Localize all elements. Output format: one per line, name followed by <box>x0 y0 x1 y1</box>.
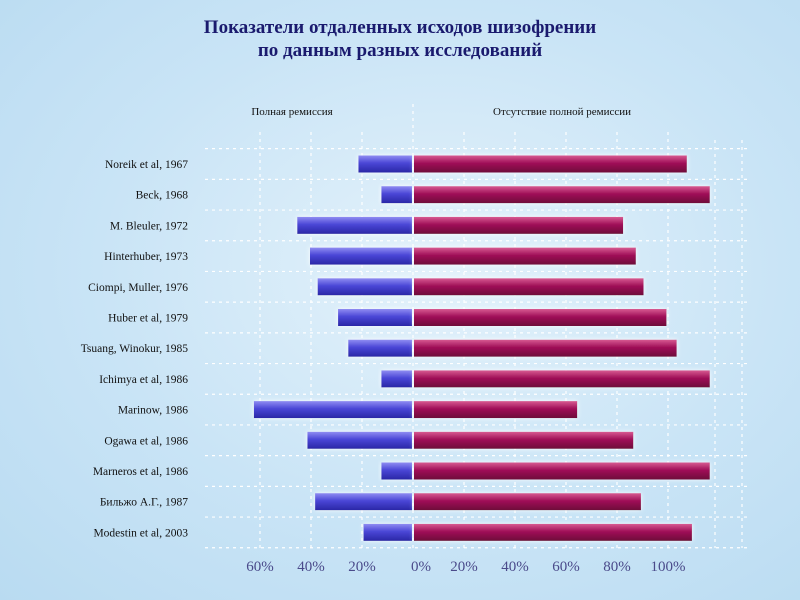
chart-title-line-1: Показатели отдаленных исходов шизофрении <box>203 17 597 38</box>
bar-no-full-remission <box>414 493 641 511</box>
bar-no-full-remission <box>414 216 624 234</box>
bar-full-remission <box>307 431 412 449</box>
bar-full-remission <box>363 523 412 541</box>
bar-full-remission <box>315 493 412 511</box>
chart-title-line-2: по данным разных исследований <box>257 40 543 61</box>
category-label: Tsuang, Winokur, 1985 <box>81 343 189 355</box>
category-label: Ichimya et al, 1986 <box>99 374 188 386</box>
bar-full-remission <box>297 216 412 234</box>
category-labels: Noreik et al, 1967 Beck, 1968 M. Bleuler, … <box>81 159 189 539</box>
tick-label: 60% <box>552 559 580 575</box>
tick-label: 80% <box>603 559 631 575</box>
tick-label: 0% <box>411 559 431 575</box>
category-label: Beck, 1968 <box>136 190 189 202</box>
category-label: Ciompi, Muller, 1976 <box>88 282 188 294</box>
bars <box>253 155 710 541</box>
bar-full-remission <box>348 339 412 357</box>
bar-no-full-remission <box>414 370 710 388</box>
bar-no-full-remission <box>414 186 710 204</box>
tick-label: 20% <box>348 559 376 575</box>
category-label: M. Bleuler, 1972 <box>110 220 188 232</box>
category-label: Бильжо А.Г., 1987 <box>100 497 188 509</box>
tick-label: 60% <box>246 559 274 575</box>
category-label: Marneros et al, 1986 <box>93 466 188 478</box>
right-section-label: Отсутствие полной ремиссии <box>493 106 631 118</box>
bar-no-full-remission <box>414 401 578 419</box>
category-label: Modestin et al, 2003 <box>93 527 188 539</box>
category-label: Noreik et al, 1967 <box>105 159 188 171</box>
bar-no-full-remission <box>414 523 692 541</box>
left-section-label: Полная ремиссия <box>251 106 333 118</box>
grid-lines <box>205 104 750 549</box>
bar-full-remission <box>381 370 412 388</box>
bar-full-remission <box>358 155 412 173</box>
bar-full-remission <box>317 278 412 296</box>
bar-full-remission <box>310 247 412 265</box>
category-label: Marinow, 1986 <box>118 405 188 417</box>
category-label: Huber et al, 1979 <box>108 313 188 325</box>
tick-label: 40% <box>297 559 325 575</box>
category-label: Hinterhuber, 1973 <box>104 251 188 263</box>
tick-label: 100% <box>651 559 686 575</box>
category-label: Ogawa et al, 1986 <box>104 435 188 447</box>
bar-no-full-remission <box>414 155 687 173</box>
bar-no-full-remission <box>414 462 710 480</box>
bar-no-full-remission <box>414 339 677 357</box>
bar-no-full-remission <box>414 278 644 296</box>
chart-title: Показатели отдаленных исходов шизофрении… <box>0 16 800 62</box>
tick-label: 20% <box>450 559 478 575</box>
bar-no-full-remission <box>414 247 636 265</box>
bar-full-remission <box>381 186 412 204</box>
tick-label: 40% <box>501 559 529 575</box>
bar-no-full-remission <box>414 309 667 326</box>
bar-full-remission <box>338 309 412 326</box>
bar-full-remission <box>381 462 412 480</box>
axis-tick-labels: 60% 40% 20% 0% 20% 40% 60% 80% 100% <box>246 559 685 575</box>
bar-full-remission <box>253 401 412 419</box>
bar-no-full-remission <box>414 431 634 449</box>
